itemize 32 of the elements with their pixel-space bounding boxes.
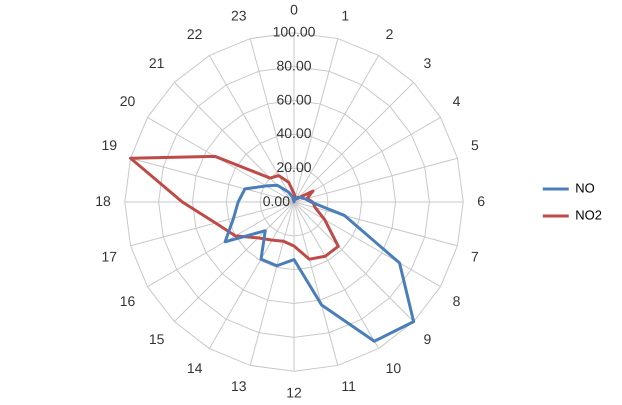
legend-label: NO2 <box>575 208 602 223</box>
spoke-label: 12 <box>286 384 302 400</box>
spoke-label: 15 <box>148 330 165 347</box>
spoke-label: 18 <box>95 192 112 209</box>
y-tick-label: 40.00 <box>276 125 312 142</box>
spoke-label: 10 <box>386 360 402 376</box>
spoke-label: 14 <box>186 360 203 376</box>
spoke-label: 1 <box>341 8 350 24</box>
spoke-label: 19 <box>101 137 118 154</box>
y-tick-label: 20.00 <box>276 159 312 176</box>
spoke-label: 8 <box>452 292 461 309</box>
spoke-label: 7 <box>470 248 479 265</box>
spoke-label: 4 <box>452 92 461 109</box>
spoke-label: 5 <box>470 137 479 154</box>
spoke-label: 6 <box>477 192 486 209</box>
y-tick-label: 60.00 <box>276 91 312 108</box>
spoke-label: 2 <box>386 26 394 42</box>
spoke-label: 0 <box>290 1 298 18</box>
spoke-label: 20 <box>120 92 136 109</box>
spoke-label: 16 <box>120 292 136 309</box>
spoke-label: 11 <box>341 378 356 394</box>
y-tick-label: 100.00 <box>272 24 316 40</box>
spoke-label: 17 <box>101 248 118 265</box>
spoke-label: 9 <box>424 330 432 347</box>
y-tick-label: 0.00 <box>262 192 290 209</box>
spoke-label: 13 <box>231 378 247 394</box>
spoke-label: 21 <box>148 54 165 71</box>
spoke-label: 22 <box>186 26 203 42</box>
spoke-label: 3 <box>424 54 432 71</box>
spoke-label: 23 <box>231 8 247 24</box>
y-tick-label: 80.00 <box>276 58 312 74</box>
legend-label: NO <box>575 180 595 196</box>
